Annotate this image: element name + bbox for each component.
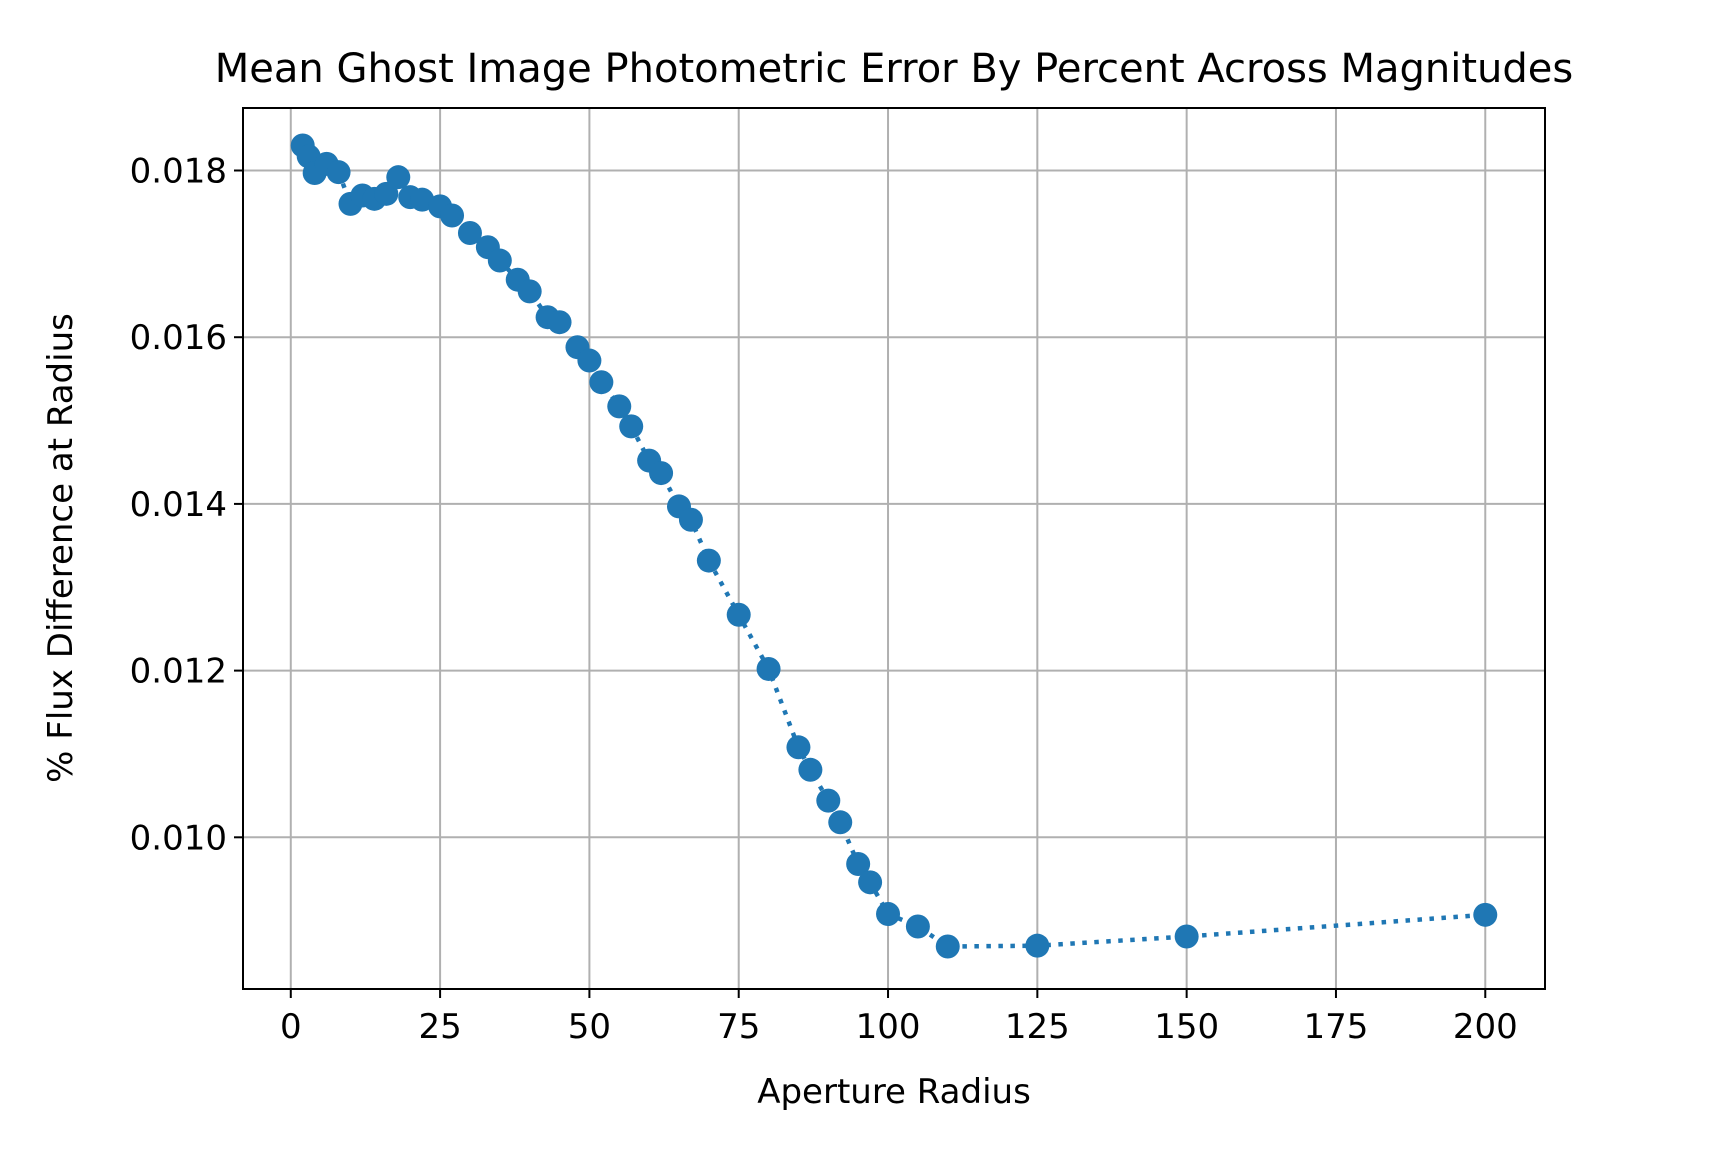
data-point: [1174, 924, 1199, 949]
grid: [243, 108, 1545, 989]
x-tick-label: 200: [1453, 1007, 1518, 1047]
data-point: [589, 370, 614, 395]
data-point: [935, 934, 960, 959]
data-point: [547, 310, 572, 335]
x-tick-label: 50: [568, 1007, 611, 1047]
data-point: [858, 870, 883, 895]
x-tick-label: 100: [856, 1007, 921, 1047]
x-tick-label: 125: [1005, 1007, 1070, 1047]
data-point: [726, 602, 751, 627]
data-point: [374, 181, 399, 206]
data-point: [905, 914, 930, 939]
data-point: [696, 548, 721, 573]
data-point: [786, 735, 811, 760]
x-tick-label: 75: [717, 1007, 760, 1047]
y-tick-label: 0.010: [130, 818, 227, 858]
data-point: [577, 348, 602, 373]
y-tick-label: 0.012: [130, 652, 227, 692]
y-tick-label: 0.018: [130, 152, 227, 192]
x-axis: 0 25 50 75 100 125 150 175 200: [280, 989, 1518, 1047]
x-tick-label: 150: [1154, 1007, 1219, 1047]
y-tick-label: 0.016: [130, 318, 227, 358]
data-point: [678, 507, 703, 532]
y-axis-label: % Flux Difference at Radius: [41, 313, 81, 783]
data-point: [619, 414, 644, 439]
x-axis-label: Aperture Radius: [757, 1072, 1031, 1112]
data-point: [816, 788, 841, 813]
data-point: [326, 160, 351, 185]
x-tick-label: 25: [418, 1007, 461, 1047]
data-point: [828, 810, 853, 835]
x-tick-label: 175: [1304, 1007, 1369, 1047]
data-point: [440, 203, 465, 228]
data-point: [1025, 933, 1050, 958]
plot-frame: [242, 107, 1546, 990]
data-point: [386, 165, 411, 190]
data-point: [798, 757, 823, 782]
y-axis: 0.010 0.012 0.014 0.016 0.018: [130, 152, 243, 858]
data-point: [517, 279, 542, 304]
data-point: [487, 248, 512, 273]
x-tick-label: 0: [280, 1007, 302, 1047]
y-tick-label: 0.014: [130, 485, 227, 525]
data-point: [846, 851, 871, 876]
data-point: [457, 221, 482, 246]
data-point: [876, 901, 901, 926]
series-markers: [290, 133, 1498, 959]
chart-title: Mean Ghost Image Photometric Error By Pe…: [215, 46, 1573, 92]
data-point: [1473, 902, 1498, 927]
data-point: [756, 656, 781, 681]
data-point: [607, 394, 632, 419]
data-point: [649, 461, 674, 486]
